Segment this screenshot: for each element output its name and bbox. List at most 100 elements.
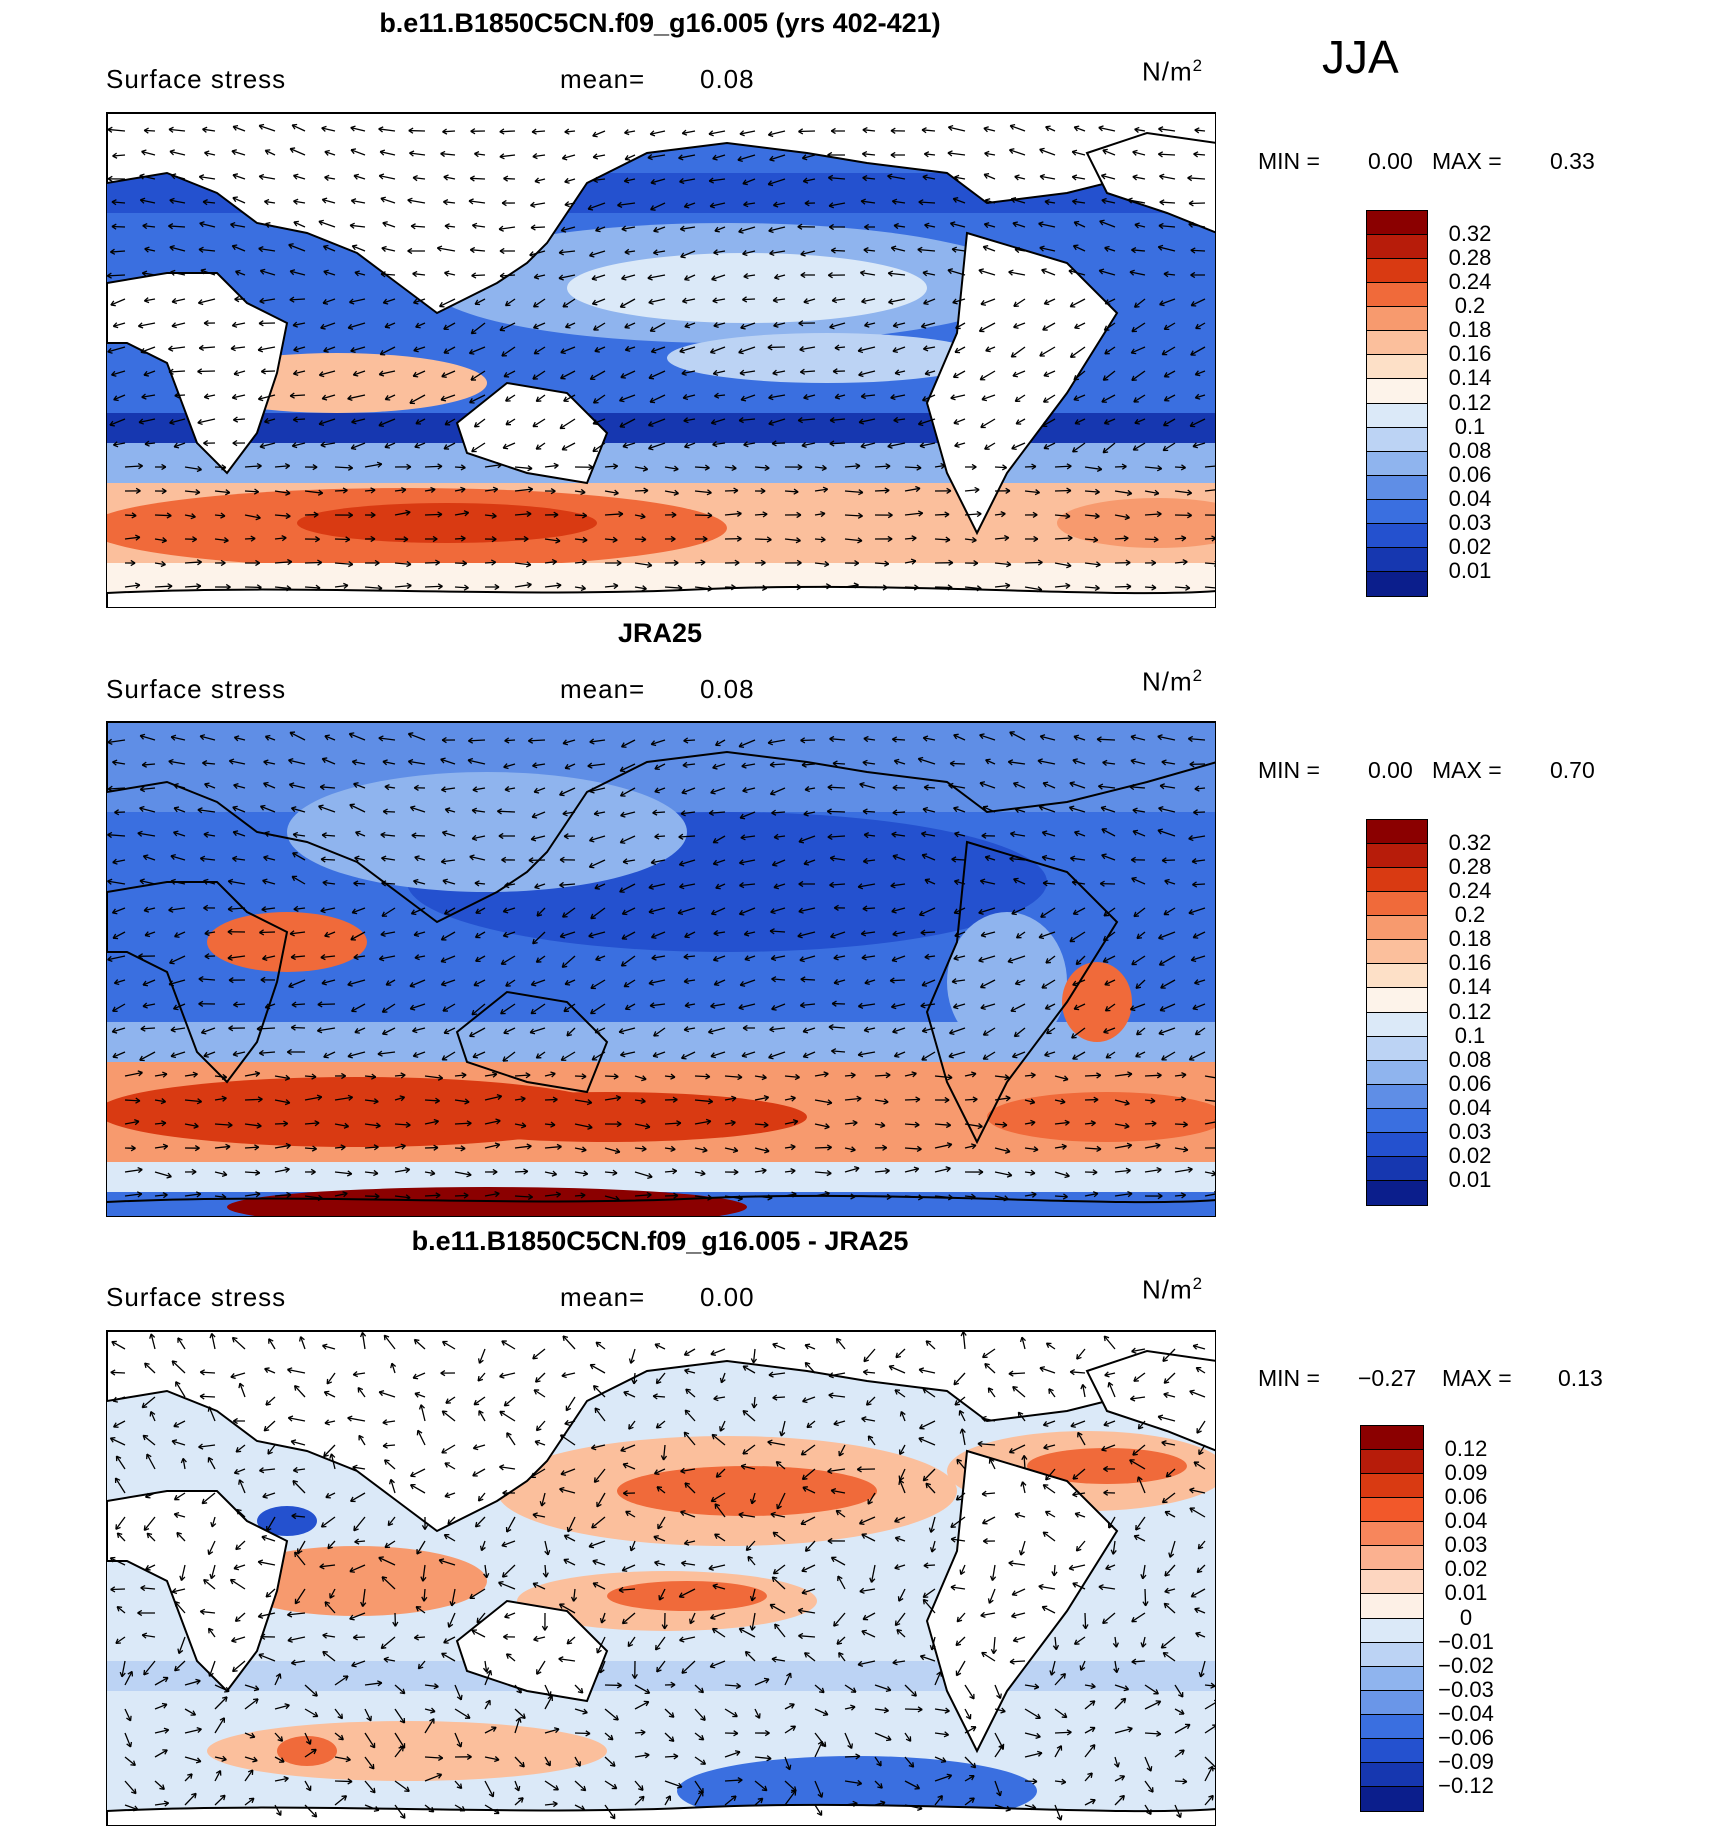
panel-3-min-label: MIN = (1258, 1365, 1320, 1392)
colorbar-swatch (1367, 1061, 1427, 1085)
colorbar-swatch (1367, 235, 1427, 259)
colorbar-tick-label: 0.12 (1430, 390, 1510, 416)
colorbar-tick-label: 0.18 (1430, 317, 1510, 343)
colorbar-tick-label: 0.08 (1430, 438, 1510, 464)
colorbar-swatch (1367, 1133, 1427, 1157)
wind-vector (198, 371, 215, 372)
wind-vector (335, 539, 350, 540)
colorbar-swatch (1367, 428, 1427, 452)
wind-vector (798, 131, 815, 132)
colorbar-tick-label: −0.01 (1426, 1629, 1506, 1655)
colorbar-swatch (1361, 1594, 1423, 1618)
colorbar-swatch (1367, 820, 1427, 844)
colorbar-tick-label: 0.18 (1430, 926, 1510, 952)
panel-3-variable: Surface stress (106, 1282, 286, 1313)
wind-vector (425, 562, 440, 563)
panel-3-colorbar (1360, 1425, 1424, 1812)
colorbar-tick-label: 0.2 (1430, 293, 1510, 319)
colorbar-tick-label: 0.14 (1430, 365, 1510, 391)
panel-3-min-value: −0.27 (1358, 1365, 1416, 1392)
panel-1-colorbar (1366, 210, 1428, 597)
wind-vector (1085, 1075, 1101, 1076)
wind-vector (335, 1781, 352, 1782)
wind-vector (1145, 1589, 1146, 1606)
panel-3-mean-label: mean= (560, 1282, 645, 1313)
wind-vector (1097, 739, 1115, 740)
panel-3-units: N/m2 (1142, 1274, 1203, 1306)
colorbar-swatch (1367, 259, 1427, 283)
colorbar-swatch (1361, 1546, 1423, 1570)
wind-vector (425, 1195, 440, 1196)
colorbar-swatch (1367, 1181, 1427, 1205)
wind-vector (950, 763, 965, 764)
wind-vector (305, 562, 322, 563)
wind-vector (1162, 860, 1175, 861)
colorbar-swatch (1361, 1426, 1423, 1450)
colorbar-swatch (1367, 1013, 1427, 1037)
season-label: JJA (1322, 30, 1399, 84)
panel-2-map (106, 721, 1216, 1217)
wind-vector (468, 740, 485, 741)
colorbar-tick-label: 0.12 (1426, 1436, 1506, 1462)
wind-vector (725, 490, 738, 491)
colorbar-tick-label: 0.09 (1426, 1460, 1506, 1486)
wind-vector (890, 980, 905, 981)
colorbar-tick-label: 0.32 (1430, 830, 1510, 856)
colorbar-tick-label: −0.03 (1426, 1677, 1506, 1703)
wind-vector (635, 490, 648, 491)
colorbar-swatch (1367, 1037, 1427, 1061)
colorbar-tick-label: −0.12 (1426, 1773, 1506, 1799)
colorbar-swatch (1367, 307, 1427, 331)
wind-vector (830, 443, 845, 444)
colorbar-tick-label: 0.12 (1430, 999, 1510, 1025)
wind-vector (472, 275, 485, 276)
colorbar-tick-label: 0.28 (1430, 245, 1510, 271)
wind-vector (1158, 154, 1175, 155)
panel-1-mean-label: mean= (560, 64, 645, 95)
panel-3-max-value: 0.13 (1558, 1365, 1603, 1392)
panel-1-units: N/m2 (1142, 56, 1203, 88)
colorbar-swatch (1367, 452, 1427, 476)
panel-2-mean-value: 0.08 (700, 674, 755, 705)
panel-2-variable: Surface stress (106, 674, 286, 705)
colorbar-tick-label: 0.04 (1430, 486, 1510, 512)
colorbar-swatch (1367, 331, 1427, 355)
wind-vector (200, 1396, 215, 1397)
colorbar-tick-label: 0.02 (1430, 1143, 1510, 1169)
wind-vector (111, 1372, 125, 1373)
wind-vector (291, 1027, 305, 1028)
colorbar-tick-label: 0.08 (1430, 1047, 1510, 1073)
colorbar-tick-label: 0.06 (1430, 1071, 1510, 1097)
wind-vector (755, 539, 771, 540)
panel-2-title: JRA25 (100, 618, 1220, 649)
wind-vector (827, 811, 845, 812)
wind-vector (1025, 562, 1042, 563)
wind-vector (261, 371, 275, 372)
colorbar-tick-label: 0.28 (1430, 854, 1510, 880)
wind-vector (318, 1004, 335, 1005)
colorbar-swatch (1367, 1085, 1427, 1109)
colorbar-swatch (1367, 283, 1427, 307)
wind-vector (905, 1099, 920, 1100)
colorbar-tick-label: 0.1 (1430, 414, 1510, 440)
panel-3-max-label: MAX = (1442, 1365, 1512, 1392)
panel-2-min-value: 0.00 (1368, 757, 1413, 784)
wind-vector (425, 514, 442, 515)
colorbar-swatch (1361, 1667, 1423, 1691)
colorbar-tick-label: 0.16 (1430, 341, 1510, 367)
colorbar-tick-label: 0.03 (1430, 510, 1510, 536)
wind-vector (497, 811, 515, 812)
wind-vector (1191, 250, 1205, 251)
panel-1-title: b.e11.B1850C5CN.f09_g16.005 (yrs 402-421… (100, 8, 1220, 39)
colorbar-tick-label: 0.01 (1426, 1580, 1506, 1606)
wind-vector (155, 586, 172, 587)
wind-vector (828, 787, 845, 788)
colorbar-swatch (1367, 892, 1427, 916)
colorbar-swatch (1367, 964, 1427, 988)
panel-3-map-svg (107, 1331, 1216, 1826)
wind-vector (107, 275, 125, 276)
wind-vector (695, 1076, 710, 1077)
panel-2-colorbar (1366, 819, 1428, 1206)
colorbar-tick-label: −0.04 (1426, 1701, 1506, 1727)
colorbar-tick-label: 0.24 (1430, 878, 1510, 904)
